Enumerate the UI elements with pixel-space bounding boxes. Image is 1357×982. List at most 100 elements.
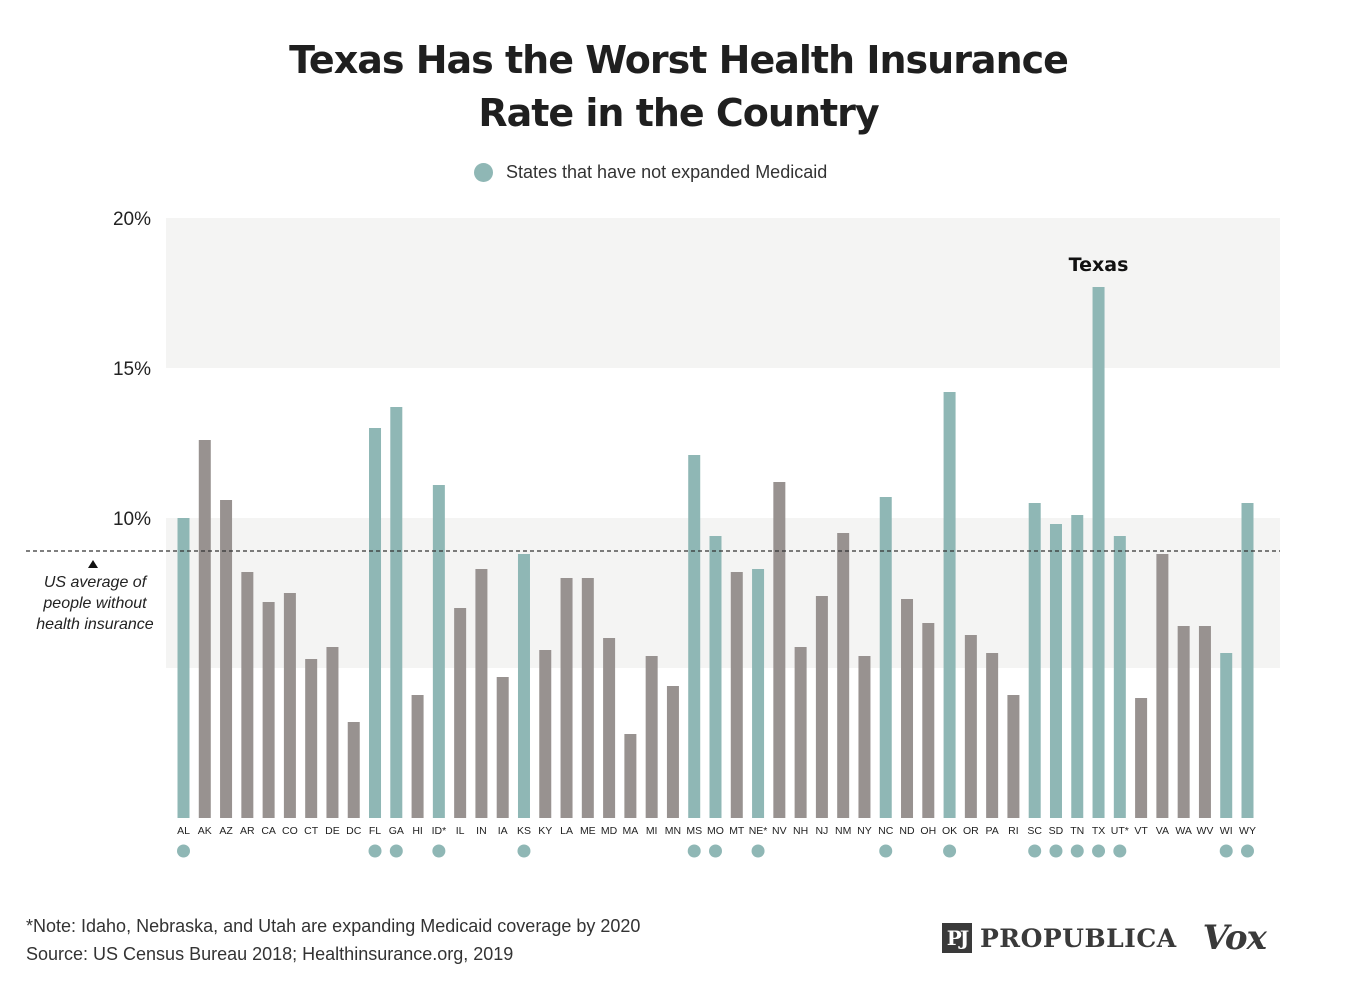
bar [475, 569, 488, 818]
not-expanded-dot-icon [943, 844, 957, 858]
bar [688, 455, 701, 818]
bar [1135, 698, 1148, 818]
y-tick-label: 15% [113, 359, 151, 380]
bar [581, 578, 594, 818]
bar [177, 518, 190, 818]
x-tick-label: MO [707, 825, 724, 837]
not-expanded-dot-icon [1241, 844, 1254, 858]
bar [773, 482, 786, 818]
bar [305, 659, 318, 818]
bar [943, 392, 956, 818]
bar [198, 440, 211, 818]
x-tick-label: AK [198, 825, 212, 837]
bar [1156, 554, 1169, 818]
x-tick-label: NE* [749, 825, 768, 837]
x-tick-label: RI [1008, 825, 1019, 837]
x-tick-label: DE [325, 825, 340, 837]
x-tick-label: PA [986, 825, 999, 837]
x-tick-label: OK [942, 825, 957, 837]
legend-dot-icon [474, 162, 493, 182]
bar [496, 677, 509, 818]
bar [220, 500, 233, 818]
x-tick-label: WA [1175, 825, 1192, 837]
x-tick-label: CT [304, 825, 319, 837]
bar [347, 722, 360, 818]
bar [752, 569, 765, 818]
x-tick-label: IA [498, 825, 508, 837]
background-band [166, 518, 1280, 668]
x-tick-label: SC [1027, 825, 1042, 837]
bar-chart: 10% 15% 20% AL AK AZ AR CA CO CT DE DC FL GA HI ID* IL I… [26, 209, 1280, 858]
vox-logo: Vox [1202, 918, 1267, 958]
propublica-logo: PROPUBLICA [980, 923, 1177, 953]
bar [922, 623, 935, 818]
bar [241, 572, 254, 818]
bar [986, 653, 999, 818]
bar [411, 695, 424, 818]
x-tick-label: MS [686, 825, 702, 837]
x-tick-label: SD [1049, 825, 1064, 837]
annotation-line-3: health insurance [36, 616, 154, 633]
bar [794, 647, 807, 818]
not-expanded-dot-icon [517, 844, 531, 858]
x-tick-label: NC [878, 825, 894, 837]
x-tick-label: IL [456, 825, 465, 837]
bar [326, 647, 339, 818]
x-tick-label: MA [623, 825, 639, 837]
bar [1071, 515, 1084, 818]
x-tick-label: AL [177, 825, 190, 837]
not-expanded-dot-icon [709, 844, 722, 858]
x-tick-label: WI [1220, 825, 1233, 837]
not-expanded-dot-icon [389, 844, 403, 858]
x-tick-label: OR [963, 825, 979, 837]
texas-label: Texas [1069, 254, 1129, 276]
bar [858, 656, 871, 818]
not-expanded-dot-icon [1219, 844, 1233, 858]
title-line-1: Texas Has the Worst Health Insurance [289, 38, 1069, 82]
x-tick-label: GA [389, 825, 404, 837]
bar [539, 650, 552, 818]
not-expanded-dot-icon [1113, 844, 1127, 858]
x-tick-label: KS [517, 825, 531, 837]
background-band [166, 218, 1280, 368]
legend-label: States that have not expanded Medicaid [506, 161, 828, 182]
bar [432, 485, 445, 818]
x-tick-label: HI [412, 825, 423, 837]
bar [1092, 287, 1105, 818]
x-tick-label: MN [665, 825, 681, 837]
bar [879, 497, 892, 818]
x-tick-label: OH [920, 825, 936, 837]
bar [730, 572, 743, 818]
x-tick-label: CO [282, 825, 298, 837]
not-expanded-dot-icon [687, 844, 701, 858]
not-expanded-dot-icon [751, 844, 765, 858]
not-expanded-dot-icon [1049, 844, 1063, 858]
bar [1007, 695, 1020, 818]
bar [1241, 503, 1254, 818]
x-tick-label: WY [1239, 825, 1256, 837]
bar [901, 599, 914, 818]
x-tick-label: AZ [219, 825, 233, 837]
x-tick-label: LA [560, 825, 573, 837]
bar [517, 554, 530, 818]
not-expanded-dot-icon [368, 844, 382, 858]
not-expanded-dot-icon [1092, 844, 1106, 858]
x-tick-label: KY [538, 825, 552, 837]
not-expanded-dot-icon [177, 844, 190, 858]
x-tick-label: ME [580, 825, 596, 837]
bar [454, 608, 467, 818]
x-tick-label: MT [729, 825, 745, 837]
x-tick-label: CA [261, 825, 276, 837]
legend: States that have not expanded Medicaid [474, 160, 827, 184]
bar [1028, 503, 1041, 818]
bar [837, 533, 850, 818]
x-tick-label: AR [240, 825, 255, 837]
not-expanded-dot-icon [879, 844, 893, 858]
x-tick-label: ID* [432, 825, 447, 837]
x-tick-label: NH [793, 825, 808, 837]
x-tick-label: NY [857, 825, 872, 837]
y-tick-label: 20% [113, 209, 151, 230]
x-tick-label: VT [1134, 825, 1148, 837]
not-expanded-dot-icon [432, 844, 446, 858]
x-tick-label: NJ [815, 825, 828, 837]
